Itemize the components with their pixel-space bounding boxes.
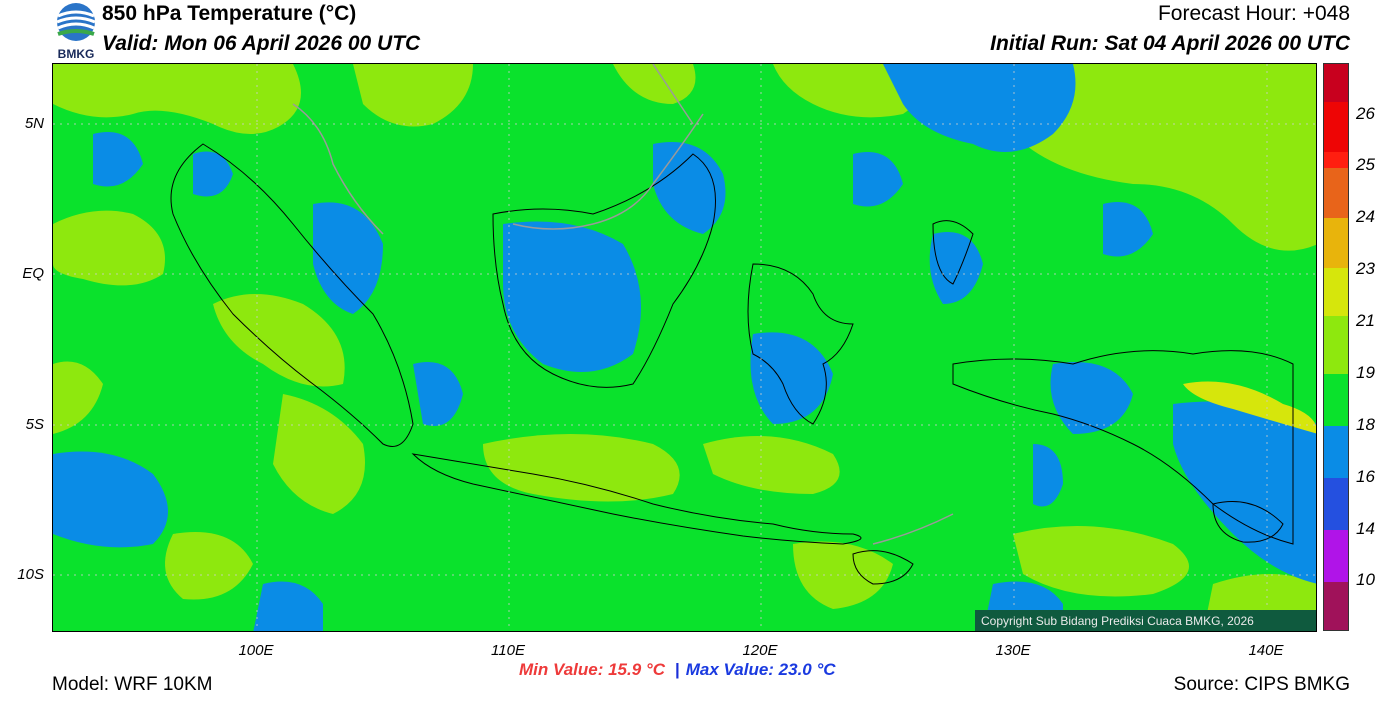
colorbar-seg [1324,426,1348,478]
colorbar-seg [1324,268,1348,316]
map-field [53,64,1316,631]
colorbar-seg [1324,152,1348,168]
lon-label-130e: 130E [995,642,1031,659]
lat-label-10s: 10S [17,566,44,583]
colorbar-seg [1324,374,1348,426]
colorbar-seg [1324,478,1348,530]
max-value: Max Value: 23.0 °C [685,660,836,679]
colorbar-label: 16 [1356,467,1375,486]
colorbar-label: 18 [1356,415,1375,434]
lat-label-5n: 5N [24,115,44,132]
source-label: Source: CIPS BMKG [1173,674,1350,695]
temperature-map[interactable]: Copyright Sub Bidang Prediksi Cuaca BMKG… [52,63,1317,632]
colorbar-seg [1324,530,1348,582]
page-title: 850 hPa Temperature (°C) [102,2,357,25]
valid-time: Valid: Mon 06 April 2026 00 UTC [102,32,421,55]
colorbar-seg [1324,102,1348,152]
colorbar-seg [1324,316,1348,374]
temperature-colorbar [1323,63,1349,631]
lon-label-110e: 110E [491,642,525,659]
copyright-label: Copyright Sub Bidang Prediksi Cuaca BMKG… [975,610,1316,631]
colorbar-label: 23 [1356,259,1375,278]
bmkg-logo: BMKG [52,2,100,61]
colorbar-seg [1324,582,1348,630]
colorbar-label: 21 [1356,311,1375,330]
colorbar-label: 26 [1356,104,1375,123]
model-label: Model: WRF 10KM [52,674,213,695]
min-max-separator: | [675,660,680,679]
colorbar-label: 14 [1356,519,1375,538]
lat-label-5s: 5S [25,416,44,433]
colorbar-label: 10 [1356,570,1375,589]
lon-label-120e: 120E [742,642,778,659]
colorbar-label: 25 [1356,155,1375,174]
forecast-hour: Forecast Hour: +048 [1157,2,1350,25]
colorbar-label: 24 [1356,207,1375,226]
lat-label-eq: EQ [22,265,44,282]
lon-label-100e: 100E [238,642,274,659]
min-max-values: Min Value: 15.9 °C | Max Value: 23.0 °C [519,660,836,680]
colorbar-seg [1324,168,1348,218]
initial-run: Initial Run: Sat 04 April 2026 00 UTC [990,32,1350,55]
lon-label-140e: 140E [1248,642,1284,659]
colorbar-seg [1324,218,1348,268]
colorbar-seg [1324,64,1348,102]
colorbar-label: 19 [1356,363,1375,382]
svg-text:BMKG: BMKG [58,47,95,60]
min-value: Min Value: 15.9 °C [519,660,665,679]
